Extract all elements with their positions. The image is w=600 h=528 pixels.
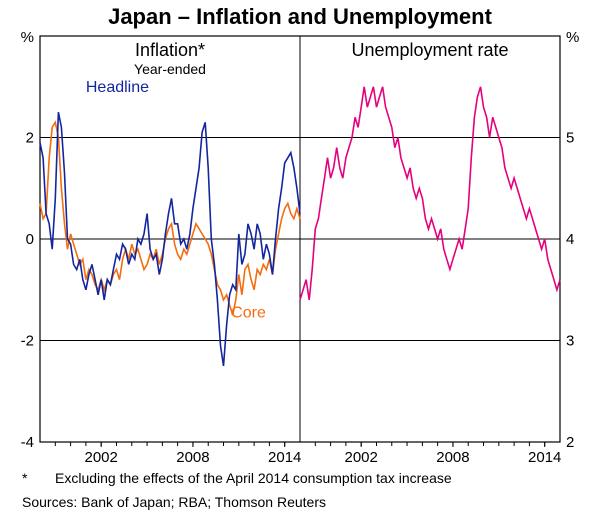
footnote-text: Excluding the effects of the April 2014 … [55, 470, 452, 486]
svg-text:2002: 2002 [84, 449, 117, 466]
svg-text:2008: 2008 [436, 449, 469, 466]
svg-text:5: 5 [566, 130, 574, 147]
svg-text:2002: 2002 [344, 449, 377, 466]
svg-text:Year-ended: Year-ended [134, 61, 206, 77]
svg-text:-4: -4 [21, 434, 34, 451]
svg-text:Unemployment rate: Unemployment rate [351, 40, 508, 60]
svg-text:2008: 2008 [176, 449, 209, 466]
footnote-marker: * [22, 470, 27, 486]
svg-text:Inflation*: Inflation* [135, 40, 205, 60]
chart-canvas: -4 -2 0 2% 2 3 4 5% 2002 2008 2014 2002 2008 2014 Infl… [0, 0, 600, 528]
svg-text:3: 3 [566, 333, 574, 350]
svg-text:2: 2 [566, 434, 574, 451]
label-core: Core [231, 305, 266, 322]
svg-text:2014: 2014 [268, 449, 301, 466]
sources-text: Sources: Bank of Japan; RBA; Thomson Reu… [22, 494, 326, 510]
svg-text:%: % [566, 29, 579, 46]
svg-text:-2: -2 [21, 333, 34, 350]
series-unemployment [300, 87, 560, 300]
svg-text:2: 2 [26, 130, 34, 147]
svg-text:0: 0 [26, 231, 34, 248]
svg-text:4: 4 [566, 231, 574, 248]
svg-text:%: % [21, 29, 34, 46]
series-core [40, 122, 300, 315]
svg-text:2014: 2014 [528, 449, 561, 466]
label-headline: Headline [86, 79, 149, 96]
